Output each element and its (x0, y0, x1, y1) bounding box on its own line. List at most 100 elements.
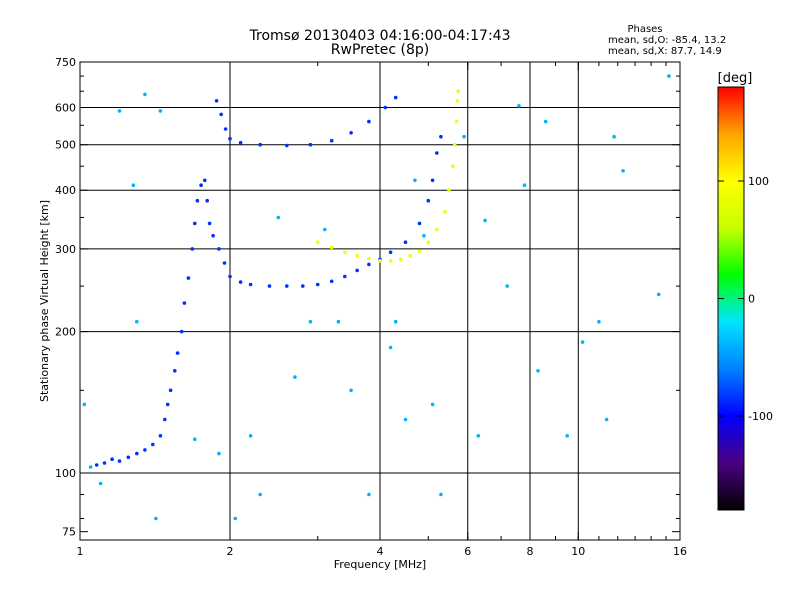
data-point (580, 340, 585, 344)
colorbar-label: [deg] (718, 71, 753, 86)
data-point (435, 151, 439, 155)
y-tick-label: 75 (62, 526, 76, 539)
data-point (343, 250, 347, 255)
data-point (98, 481, 103, 486)
data-point (355, 254, 360, 258)
y-axis-ticks: 75 100 200 300 400 500 600 750 (55, 56, 680, 539)
data-point (597, 319, 601, 324)
data-point (135, 451, 139, 456)
data-point (222, 261, 227, 265)
data-point (248, 282, 253, 287)
y-tick-label: 400 (55, 184, 76, 197)
data-point (190, 247, 195, 251)
data-point (383, 105, 388, 110)
x-axis-label: Frequency [MHz] (334, 558, 426, 571)
data-point (393, 95, 398, 100)
data-point (378, 259, 382, 263)
data-point (179, 329, 184, 334)
data-point (367, 262, 371, 267)
data-point (168, 388, 173, 393)
series-o-mode-f2-upper-trace (214, 95, 398, 148)
chart-subtitle: RwPretec (8p) (331, 42, 429, 58)
data-point (217, 451, 221, 456)
data-point (82, 402, 87, 407)
colorbar-tick-label: -100 (748, 410, 773, 423)
data-point (367, 256, 371, 261)
chart-title: Tromsø 20130403 04:16:00-04:17:43 (249, 28, 511, 44)
series-o-mode-e-f1-trace (94, 134, 443, 467)
data-point (315, 282, 320, 287)
data-point (349, 388, 353, 393)
data-point (388, 250, 393, 255)
data-point (267, 284, 272, 288)
data-point (604, 417, 609, 422)
data-point (285, 284, 289, 288)
data-point (505, 284, 510, 288)
data-point (621, 169, 625, 173)
data-point (258, 492, 263, 497)
x-tick-label: 4 (377, 545, 384, 558)
data-point (228, 274, 232, 279)
y-tick-label: 200 (55, 326, 76, 339)
data-point (426, 240, 431, 244)
data-point (175, 351, 180, 355)
data-point (193, 221, 197, 226)
data-point (413, 178, 417, 183)
series-scattered-echoes (82, 74, 671, 521)
data-point (522, 183, 527, 187)
data-point (238, 280, 243, 284)
data-point (248, 434, 253, 438)
y-axis-label: Stationary phase Virtual Height [km] (38, 200, 51, 402)
data-point (439, 492, 443, 497)
data-point (135, 319, 139, 324)
data-point (367, 492, 371, 497)
data-point (293, 375, 297, 379)
stats-o-line: mean, sd,O: -85.4, 13.2 (608, 35, 726, 46)
data-point (203, 178, 207, 183)
data-point (452, 142, 457, 147)
data-point (393, 319, 398, 324)
series-x-mode-trace (315, 89, 461, 263)
data-point (163, 417, 167, 422)
data-point (158, 434, 163, 438)
data-point (417, 249, 422, 253)
data-point (439, 134, 443, 139)
data-point (430, 178, 435, 183)
data-point (447, 188, 451, 192)
data-point (612, 134, 616, 139)
stats-x-line: mean, sd,X: 87.7, 14.9 (608, 46, 722, 57)
y-tick-label: 100 (55, 467, 76, 480)
colorbar-tick-label: 0 (748, 293, 755, 306)
data-point (435, 227, 439, 232)
data-point (94, 463, 99, 467)
data-point (207, 221, 212, 226)
colorbar: [deg] 100 0 -100 (717, 71, 773, 511)
data-point (143, 92, 147, 97)
data-point (193, 437, 197, 442)
data-point (205, 198, 209, 203)
data-points (82, 74, 671, 521)
data-point (536, 369, 540, 373)
stats-title: Phases (627, 24, 662, 35)
plot-area: 1 2 4 6 8 10 16 75 100 200 300 400 500 600 750 (55, 56, 687, 558)
data-point (154, 516, 158, 521)
data-point (143, 448, 147, 452)
data-point (258, 142, 263, 147)
data-point (102, 461, 107, 465)
data-point (455, 99, 460, 103)
data-point (388, 259, 393, 263)
y-tick-label: 750 (55, 56, 76, 69)
data-point (195, 198, 200, 203)
y-tick-label: 500 (55, 139, 76, 152)
data-point (483, 218, 487, 223)
data-point (199, 183, 203, 187)
data-point (165, 402, 170, 407)
data-point (214, 99, 219, 103)
x-tick-label: 1 (77, 545, 84, 558)
data-point (565, 434, 569, 438)
data-point (329, 245, 334, 250)
data-point (110, 457, 114, 462)
x-tick-label: 16 (673, 545, 687, 558)
data-point (462, 134, 466, 139)
x-tick-label: 2 (227, 545, 234, 558)
